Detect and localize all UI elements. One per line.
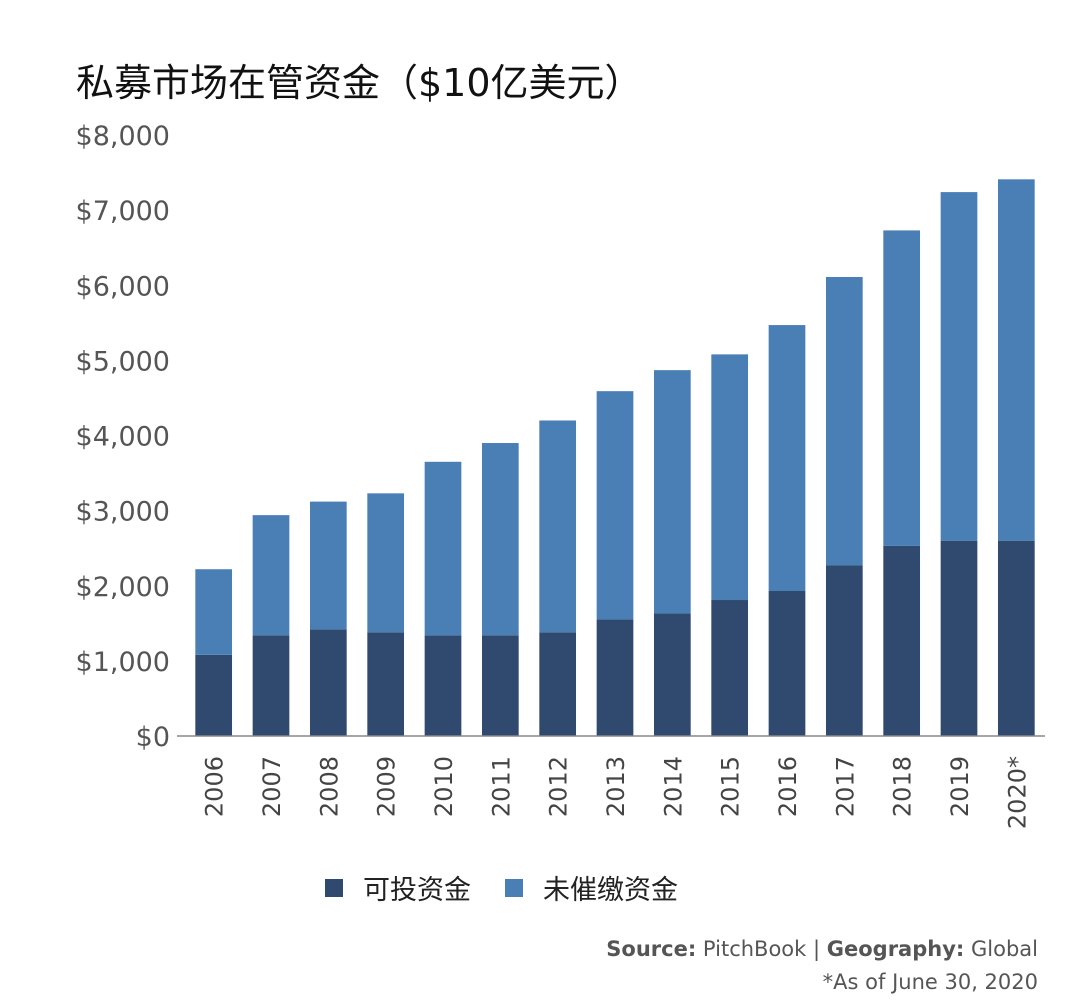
x-tick-label: 2011 (487, 756, 515, 817)
bar-uncalled-2008 (309, 501, 347, 630)
bars (195, 179, 1035, 736)
legend-item-uncalled: 未催缴资金 (505, 868, 678, 907)
bar-uncalled-2006 (195, 569, 233, 655)
bar-investable-2014 (653, 613, 691, 736)
x-tick-label: 2013 (602, 756, 630, 817)
bar-investable-2006 (195, 654, 233, 736)
footnote: *As of June 30, 2020 (822, 970, 1038, 994)
source-note: Source: PitchBook | Geography: Global (606, 937, 1038, 961)
y-tick-label: $0 (136, 722, 170, 753)
legend-swatch-uncalled (505, 878, 523, 897)
bar-investable-2016 (768, 591, 806, 736)
legend-label-uncalled: 未催缴资金 (543, 875, 678, 906)
bar-investable-2019 (940, 540, 978, 736)
x-tick-label: 2015 (717, 756, 745, 817)
bar-uncalled-2015 (711, 354, 749, 601)
x-tick-label: 2016 (774, 756, 802, 817)
bar-investable-2011 (481, 635, 519, 736)
bar-uncalled-2020 (997, 179, 1035, 541)
bar-investable-2020 (997, 540, 1035, 736)
legend-swatch-investable (325, 878, 343, 897)
x-tick-label: 2014 (659, 756, 687, 817)
x-tick-label: 2018 (889, 756, 917, 817)
y-tick-label: $2,000 (76, 572, 170, 603)
x-tick-label: 2010 (430, 756, 458, 817)
x-tick-label: 2020* (1003, 756, 1031, 829)
y-tick-label: $5,000 (76, 346, 170, 377)
bar-uncalled-2019 (940, 192, 978, 541)
x-tick-label: 2007 (258, 756, 286, 817)
y-tick-label: $3,000 (76, 497, 170, 528)
bar-uncalled-2011 (481, 443, 519, 636)
bar-uncalled-2013 (596, 391, 634, 620)
x-axis-ticks: 2006 2007 2008 2009 2010 2011 2012 2013 2014 2015… (201, 756, 1032, 829)
x-tick-label: 2017 (831, 756, 859, 817)
bar-chart: $0 $1,000 $2,000 $3,000 $4,000 $5,000 $6,000 $7… (76, 121, 1045, 829)
y-tick-label: $8,000 (76, 121, 170, 152)
bar-uncalled-2017 (825, 276, 863, 566)
y-tick-label: $6,000 (76, 271, 170, 302)
x-tick-label: 2006 (201, 756, 229, 817)
legend-label-investable: 可投资金 (363, 875, 471, 906)
x-tick-label: 2008 (315, 756, 343, 817)
bar-investable-2010 (424, 635, 462, 736)
bar-uncalled-2016 (768, 325, 806, 592)
bar-uncalled-2012 (539, 420, 577, 633)
bar-investable-2009 (367, 632, 405, 736)
chart-title: 私募市场在管资金（$10亿美元） (76, 61, 643, 105)
bar-uncalled-2014 (653, 370, 691, 614)
legend: 可投资金 未催缴资金 (325, 868, 678, 907)
bar-investable-2008 (309, 629, 347, 736)
bar-uncalled-2010 (424, 461, 462, 636)
bar-investable-2018 (883, 545, 921, 736)
bar-uncalled-2018 (883, 230, 921, 546)
x-tick-label: 2019 (946, 756, 974, 817)
bar-investable-2017 (825, 565, 863, 736)
y-tick-label: $7,000 (76, 196, 170, 227)
y-tick-label: $1,000 (76, 647, 170, 678)
bar-uncalled-2009 (367, 493, 405, 633)
bar-investable-2012 (539, 632, 577, 736)
y-axis-ticks: $0 $1,000 $2,000 $3,000 $4,000 $5,000 $6,000 $7… (76, 121, 170, 753)
x-tick-label: 2009 (373, 756, 401, 817)
bar-investable-2015 (711, 600, 749, 736)
y-tick-label: $4,000 (76, 422, 170, 453)
bar-investable-2007 (252, 635, 290, 736)
x-tick-label: 2012 (545, 756, 573, 817)
bar-investable-2013 (596, 619, 634, 736)
legend-item-investable: 可投资金 (325, 868, 471, 907)
bar-uncalled-2007 (252, 515, 290, 636)
